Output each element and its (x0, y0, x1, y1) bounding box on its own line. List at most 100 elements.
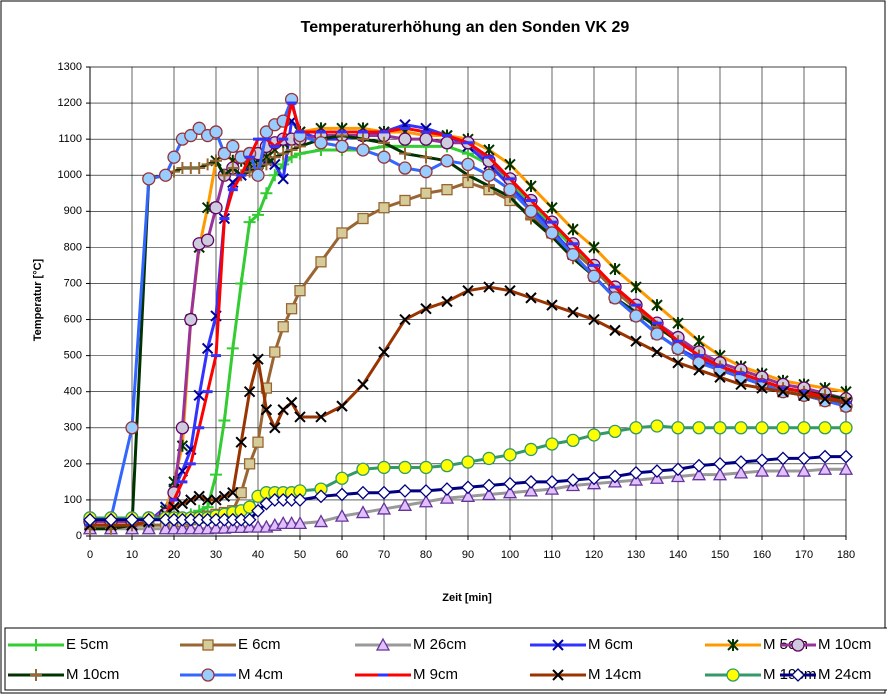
data-point (378, 202, 390, 214)
data-point (356, 143, 370, 157)
data-point (184, 128, 198, 143)
data-point (242, 512, 257, 527)
data-point (243, 216, 256, 229)
data-point (523, 483, 539, 497)
data-point (336, 227, 348, 239)
data-point (284, 516, 299, 530)
data-point (294, 140, 306, 153)
data-point (313, 514, 329, 528)
data-point (235, 487, 247, 499)
data-point (201, 494, 214, 506)
data-point (243, 385, 256, 398)
y-tick-label: 1300 (58, 61, 82, 73)
data-point (398, 132, 412, 146)
data-point (482, 478, 496, 493)
data-point (141, 512, 156, 527)
data-point (397, 497, 413, 511)
legend-label: M 9cm (413, 666, 458, 683)
data-point (630, 281, 642, 294)
data-point (175, 521, 190, 535)
data-point (567, 223, 579, 236)
data-point (260, 404, 273, 416)
data-point (285, 303, 298, 315)
data-point (183, 521, 198, 535)
data-point (227, 487, 239, 499)
data-point (398, 161, 412, 175)
data-point (125, 421, 139, 435)
data-point (796, 463, 812, 477)
data-point (377, 460, 391, 475)
x-tick-label: 50 (294, 549, 306, 561)
data-point (777, 385, 789, 398)
data-point (420, 151, 432, 164)
data-point (208, 520, 224, 534)
chart-title: Temperaturerhöhung an den Sonden VK 29 (301, 19, 630, 36)
data-point (630, 335, 642, 347)
data-point (755, 421, 769, 435)
data-point (440, 458, 454, 473)
data-point (355, 505, 371, 519)
data-point (838, 461, 854, 475)
x-axis-label: Zeit [min] (442, 592, 492, 604)
data-point (483, 281, 495, 293)
data-point (818, 421, 832, 435)
data-point (756, 382, 768, 394)
data-point (524, 442, 538, 457)
data-point (545, 474, 559, 489)
data-point (524, 474, 538, 489)
data-point (588, 241, 600, 254)
data-point (651, 346, 663, 358)
data-point (461, 480, 475, 495)
data-point (818, 449, 832, 464)
data-point (503, 476, 517, 491)
data-point (692, 458, 706, 473)
x-tick-label: 140 (669, 549, 687, 561)
data-point (294, 285, 306, 297)
data-point (252, 208, 264, 221)
data-point (714, 371, 726, 383)
x-tick-label: 130 (627, 549, 645, 561)
data-point (525, 292, 537, 304)
data-point (566, 473, 580, 488)
data-point (671, 462, 685, 477)
y-tick-label: 1100 (58, 133, 82, 145)
data-point (334, 508, 350, 522)
data-point (672, 317, 684, 330)
legend-marker (30, 639, 42, 651)
data-point (398, 460, 412, 475)
data-point (335, 471, 349, 485)
data-point (754, 463, 770, 477)
legend-marker (30, 669, 42, 681)
data-point (277, 321, 289, 333)
data-point (629, 465, 643, 480)
data-point (378, 346, 390, 358)
data-point (277, 173, 289, 185)
data-point (356, 462, 370, 476)
y-tick-label: 1000 (58, 169, 82, 181)
data-point (252, 353, 264, 365)
data-point (314, 489, 328, 504)
data-point (399, 194, 411, 207)
data-point (650, 419, 664, 433)
data-point (567, 306, 579, 319)
data-point (691, 467, 707, 481)
legend-marker (201, 668, 215, 682)
data-point (399, 147, 411, 160)
data-point (218, 490, 231, 503)
legend-marker (727, 639, 739, 651)
data-point (209, 201, 223, 215)
data-point (504, 284, 516, 297)
x-tick-label: 40 (252, 549, 264, 561)
legend-entry: M 24cm (780, 666, 871, 683)
data-point (235, 436, 247, 448)
legend-entry: M 26cm (355, 636, 466, 653)
data-point (481, 487, 497, 501)
legend-entry: M 9cm (355, 666, 458, 683)
data-point (545, 437, 559, 451)
data-point (587, 471, 601, 486)
data-point (839, 421, 853, 435)
data-point (461, 157, 475, 172)
data-point (713, 456, 727, 471)
legend-marker (552, 639, 564, 651)
